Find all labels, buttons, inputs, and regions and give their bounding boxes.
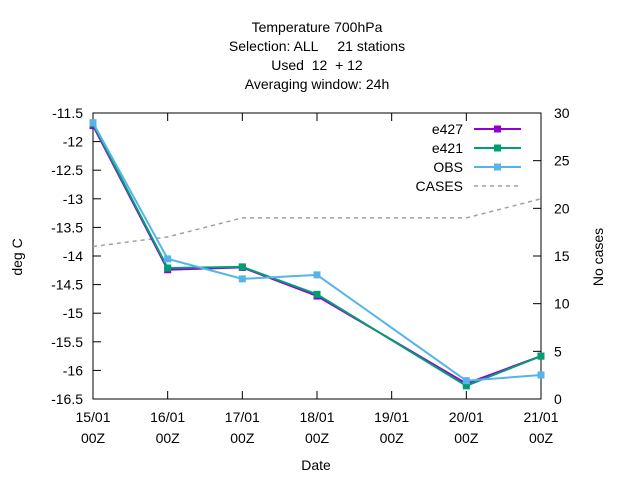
data-point-e421 — [537, 352, 545, 360]
data-point-obs — [462, 377, 470, 385]
y-axis-label: deg C — [9, 238, 25, 275]
data-point-e421 — [313, 290, 321, 298]
data-point-obs — [238, 275, 246, 283]
legend-label: e427 — [432, 121, 463, 137]
x-tick-label: 18/01 — [299, 409, 334, 425]
y2-tick-label: 5 — [554, 343, 562, 359]
data-point-obs — [537, 371, 545, 379]
x-tick-label-time: 00Z — [305, 430, 330, 446]
legend-label: OBS — [433, 159, 463, 175]
x-tick-label: 19/01 — [374, 409, 409, 425]
data-point-obs — [313, 271, 321, 279]
y-tick-label: -14.5 — [51, 277, 83, 293]
y-tick-label: -14 — [63, 248, 83, 264]
series-line-obs — [92, 122, 542, 382]
chart-title: Temperature 700hPa Selection: ALL 21 sta… — [229, 19, 405, 92]
x-tick-label-time: 00Z — [81, 430, 106, 446]
title-line-3: Used 12 + 12 — [271, 57, 363, 73]
y-tick-label: -16 — [63, 362, 83, 378]
data-point-e421 — [238, 263, 246, 271]
y-tick-label: -13 — [63, 191, 83, 207]
data-point-obs — [89, 119, 97, 127]
legend-marker — [494, 144, 501, 152]
series-cases — [92, 198, 542, 248]
legend-label: CASES — [416, 178, 463, 194]
y-tick-label: -12 — [63, 134, 83, 150]
legend-label: e421 — [432, 140, 463, 156]
y2-axis-tick-labels: 30 25 20 15 10 5 0 — [554, 105, 570, 407]
title-line-1: Temperature 700hPa — [252, 19, 383, 35]
title-line-4: Averaging window: 24h — [245, 76, 390, 92]
series-obs — [89, 119, 545, 385]
x-tick-label-time: 00Z — [230, 430, 255, 446]
y-axis-tick-labels: -11.5 -12 -12.5 -13 -13.5 -14 -14.5 -15 -15.5 -16… — [51, 105, 83, 407]
x-tick-label: 15/01 — [75, 409, 110, 425]
legend-marker — [494, 125, 501, 133]
y2-tick-label: 10 — [554, 296, 570, 312]
y2-tick-label: 0 — [554, 391, 562, 407]
x-tick-label-time: 00Z — [380, 430, 405, 446]
x-tick-label-time: 00Z — [156, 430, 181, 446]
legend-marker — [494, 163, 501, 171]
y-tick-label: -12.5 — [51, 162, 83, 178]
y-tick-label: -11.5 — [52, 105, 83, 121]
series-layer — [89, 119, 545, 390]
series-line-e421 — [92, 123, 542, 387]
y2-tick-label: 20 — [554, 200, 570, 216]
x-tick-label: 16/01 — [150, 409, 185, 425]
y-tick-label: -16.5 — [51, 391, 83, 407]
y2-tick-label: 30 — [554, 105, 570, 121]
x-tick-label: 21/01 — [523, 409, 558, 425]
y2-tick-label: 15 — [554, 248, 570, 264]
x-tick-label-time: 00Z — [454, 430, 479, 446]
x-tick-label: 20/01 — [449, 409, 484, 425]
y-tick-label: -15.5 — [51, 334, 83, 350]
data-point-e421 — [164, 264, 172, 272]
x-axis-tick-labels: 15/01 00Z 16/01 00Z 17/01 00Z 18/01 00Z 19/01 00Z… — [75, 409, 558, 446]
series-e427 — [89, 122, 545, 388]
y-tick-label: -13.5 — [51, 219, 83, 235]
y2-tick-label: 25 — [554, 153, 570, 169]
legend: e427 e421 OBS CASES — [416, 121, 521, 194]
title-line-2: Selection: ALL 21 stations — [229, 38, 405, 54]
x-axis-label: Date — [301, 457, 331, 473]
data-point-e421 — [462, 382, 470, 390]
y-tick-label: -15 — [63, 305, 83, 321]
series-e421 — [89, 120, 545, 390]
series-line-cases — [92, 198, 542, 248]
y2-axis-label: No cases — [590, 228, 606, 286]
axis-ticks — [92, 112, 542, 400]
x-tick-label: 17/01 — [225, 409, 260, 425]
x-tick-label-time: 00Z — [529, 430, 554, 446]
data-point-obs — [164, 255, 172, 263]
